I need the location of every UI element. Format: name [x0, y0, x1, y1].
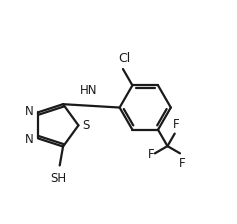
Text: S: S — [82, 119, 90, 132]
Text: F: F — [148, 148, 154, 161]
Text: F: F — [173, 118, 179, 131]
Text: N: N — [25, 105, 34, 118]
Text: Cl: Cl — [118, 52, 130, 65]
Text: F: F — [179, 157, 186, 170]
Text: SH: SH — [50, 172, 67, 185]
Text: HN: HN — [80, 84, 98, 97]
Text: N: N — [25, 133, 34, 146]
